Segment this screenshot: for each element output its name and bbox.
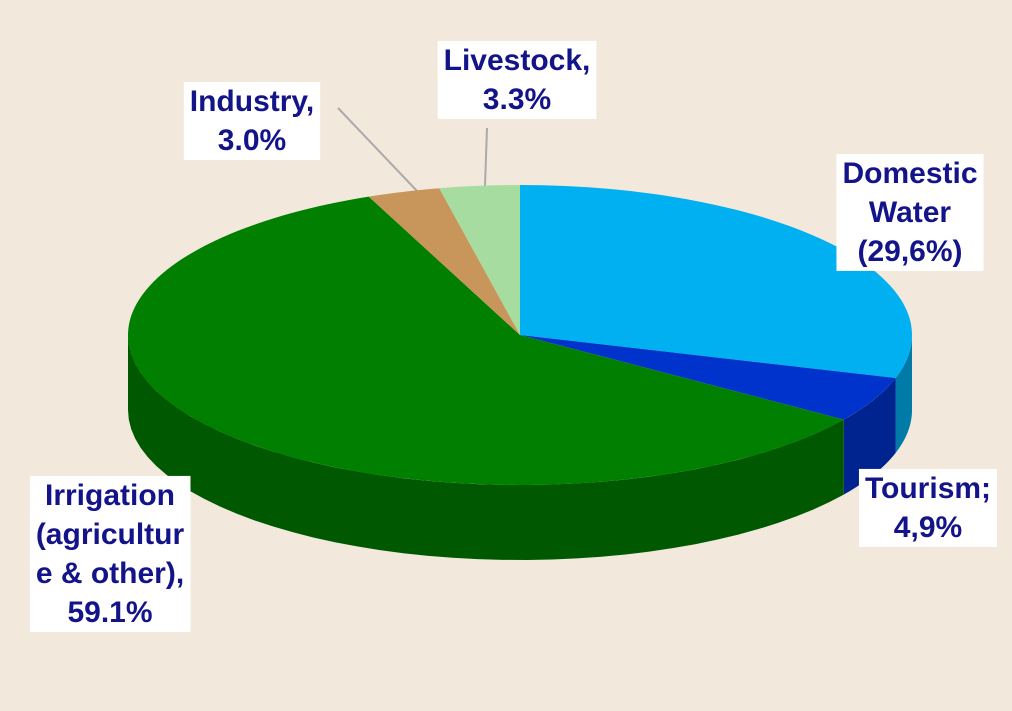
slice-side (128, 335, 844, 560)
label-box (858, 468, 998, 547)
label-line: Domestic (842, 157, 977, 190)
label-line: (29,6%) (857, 235, 962, 268)
leader-line (337, 107, 419, 193)
leader-line (484, 127, 488, 187)
label-line: Livestock, (444, 44, 591, 77)
label-line: 59.1% (67, 596, 152, 629)
label-line: e & other), (36, 557, 184, 590)
label-line: 4,9% (894, 511, 962, 544)
slice-side (843, 378, 896, 495)
slice (439, 185, 520, 335)
data-label: Irrigation (agricultur e & other), 59.1% (29, 475, 191, 632)
slice (128, 196, 844, 486)
data-label: Tourism; 4,9% (858, 468, 998, 547)
label-line: 3.3% (483, 83, 551, 116)
slice (520, 185, 912, 379)
label-box (836, 153, 984, 271)
label-line: Industry, (190, 85, 314, 118)
label-line: Water (869, 196, 952, 229)
data-label: Domestic Water (29,6%) (836, 153, 984, 271)
label-line: Tourism; (865, 472, 991, 505)
label-line: (agricultur (36, 518, 185, 551)
slice (368, 188, 520, 335)
label-line: 3.0% (218, 124, 286, 157)
slice (520, 335, 896, 420)
data-label: Industry, 3.0% (183, 81, 321, 160)
label-box (183, 81, 321, 160)
data-label: Livestock, 3.3% (437, 40, 597, 119)
label-box (29, 475, 191, 632)
label-box (437, 40, 597, 119)
label-line: Irrigation (45, 479, 175, 512)
slice-side (895, 335, 912, 454)
